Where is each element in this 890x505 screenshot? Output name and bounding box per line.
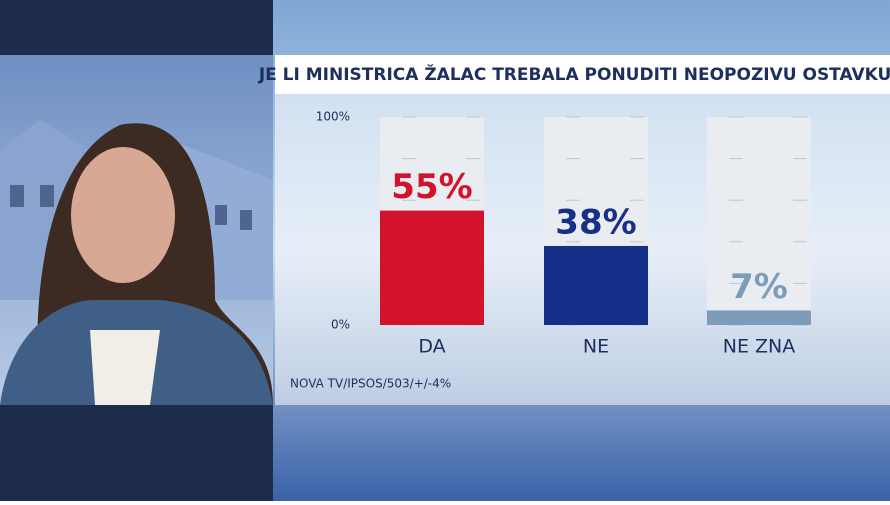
y-tick-label: 0% [331, 318, 350, 332]
title-bar [275, 55, 890, 94]
value-label: 38% [555, 202, 636, 242]
bar [544, 245, 648, 325]
bar [380, 210, 484, 325]
x-tick-label: NE ZNA [723, 336, 795, 358]
source: NOVA TV/IPSOS/503/+/-4% [290, 377, 451, 391]
x-tick-label: NE [583, 336, 609, 358]
value-label: 7% [730, 267, 788, 307]
x-tick-label: DA [418, 336, 445, 358]
y-tick-label: 100% [316, 110, 350, 124]
value-label: 55% [391, 167, 472, 207]
photo [0, 55, 273, 405]
bar [707, 310, 811, 325]
chart-title: JE LI MINISTRICA ŽALAC TREBALA PONUDITI … [258, 63, 890, 85]
column-background [707, 117, 811, 325]
